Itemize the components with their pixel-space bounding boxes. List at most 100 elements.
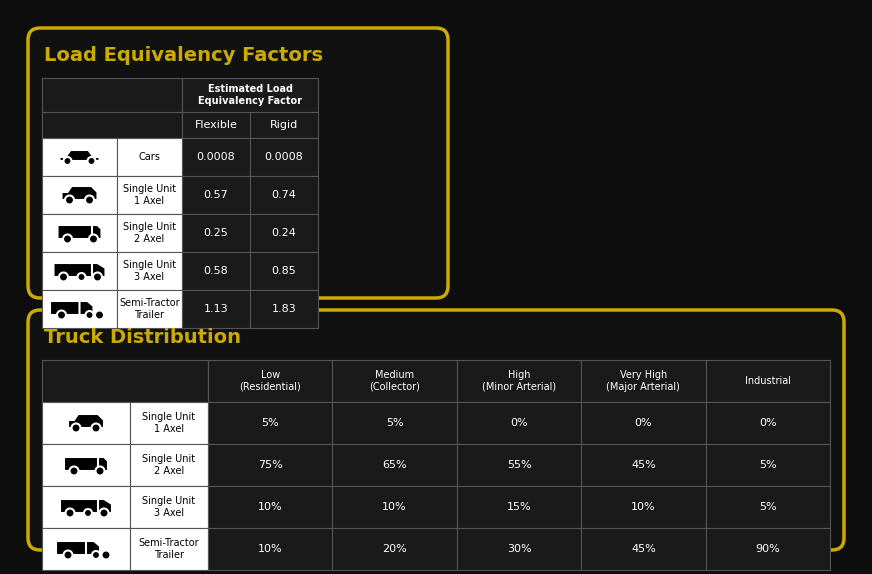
Bar xyxy=(182,138,250,176)
Text: 0.0008: 0.0008 xyxy=(196,152,235,162)
Circle shape xyxy=(64,157,72,165)
Text: 0.57: 0.57 xyxy=(204,190,228,200)
Bar xyxy=(705,528,830,570)
Bar xyxy=(457,444,582,486)
Bar xyxy=(42,402,130,444)
Bar xyxy=(208,360,332,402)
Circle shape xyxy=(87,157,96,165)
Polygon shape xyxy=(68,414,104,428)
Circle shape xyxy=(92,424,100,432)
Bar xyxy=(457,402,582,444)
Bar xyxy=(332,444,457,486)
Text: 0.74: 0.74 xyxy=(271,190,296,200)
Text: 30%: 30% xyxy=(507,544,531,554)
Text: Single Unit
1 Axel: Single Unit 1 Axel xyxy=(123,184,176,206)
Text: 5%: 5% xyxy=(759,502,777,512)
Text: 65%: 65% xyxy=(382,460,407,470)
Polygon shape xyxy=(79,301,93,315)
Bar xyxy=(332,486,457,528)
Bar xyxy=(42,78,182,112)
Bar xyxy=(457,360,582,402)
Bar xyxy=(705,486,830,528)
Bar xyxy=(208,528,332,570)
Text: Single Unit
3 Axel: Single Unit 3 Axel xyxy=(142,496,195,518)
Bar xyxy=(182,214,250,252)
Text: 0.85: 0.85 xyxy=(271,266,296,276)
Bar xyxy=(332,528,457,570)
Circle shape xyxy=(95,311,104,320)
Text: Estimated Load
Equivalency Factor: Estimated Load Equivalency Factor xyxy=(198,84,302,106)
Text: Single Unit
2 Axel: Single Unit 2 Axel xyxy=(123,222,176,244)
Bar xyxy=(117,138,182,176)
Text: 0.24: 0.24 xyxy=(271,228,296,238)
Bar xyxy=(117,214,182,252)
Bar xyxy=(117,290,182,328)
Text: 45%: 45% xyxy=(631,460,656,470)
Bar xyxy=(50,301,85,315)
Text: Cars: Cars xyxy=(139,152,160,162)
Bar xyxy=(42,360,208,402)
Text: 1.83: 1.83 xyxy=(271,304,296,314)
Bar xyxy=(457,486,582,528)
Text: 0.58: 0.58 xyxy=(204,266,228,276)
Polygon shape xyxy=(60,499,112,513)
Circle shape xyxy=(99,509,108,518)
Bar xyxy=(457,528,582,570)
FancyBboxPatch shape xyxy=(28,310,844,550)
Bar xyxy=(130,444,208,486)
Text: Truck Distribution: Truck Distribution xyxy=(44,328,241,347)
Circle shape xyxy=(96,467,105,475)
Text: Single Unit
1 Axel: Single Unit 1 Axel xyxy=(142,412,195,434)
Bar xyxy=(705,444,830,486)
Polygon shape xyxy=(62,186,98,200)
Text: 90%: 90% xyxy=(755,544,780,554)
Circle shape xyxy=(93,273,102,281)
Text: Single Unit
2 Axel: Single Unit 2 Axel xyxy=(142,454,195,476)
Polygon shape xyxy=(86,541,100,555)
Circle shape xyxy=(57,311,66,320)
Text: Single Unit
3 Axel: Single Unit 3 Axel xyxy=(123,260,176,282)
Bar xyxy=(182,176,250,214)
Bar xyxy=(130,402,208,444)
Text: 5%: 5% xyxy=(385,418,404,428)
Bar xyxy=(582,528,705,570)
Text: Semi-Tractor
Trailer: Semi-Tractor Trailer xyxy=(119,298,180,320)
Circle shape xyxy=(65,509,74,518)
Polygon shape xyxy=(58,225,101,239)
Text: 10%: 10% xyxy=(258,502,283,512)
Circle shape xyxy=(92,551,100,559)
Bar xyxy=(250,290,318,328)
Bar xyxy=(332,360,457,402)
Bar xyxy=(250,112,318,138)
Bar xyxy=(208,486,332,528)
Text: 5%: 5% xyxy=(759,460,777,470)
Bar xyxy=(117,176,182,214)
Bar xyxy=(42,112,182,138)
Bar xyxy=(42,138,117,176)
Text: Medium
(Collector): Medium (Collector) xyxy=(369,370,420,392)
Text: 0.25: 0.25 xyxy=(204,228,228,238)
Text: Rigid: Rigid xyxy=(269,120,298,130)
Circle shape xyxy=(59,273,68,281)
Bar xyxy=(130,528,208,570)
Text: Semi-Tractor
Trailer: Semi-Tractor Trailer xyxy=(139,538,200,560)
Bar xyxy=(582,486,705,528)
Circle shape xyxy=(84,509,92,517)
Text: 15%: 15% xyxy=(507,502,531,512)
Bar xyxy=(42,176,117,214)
Polygon shape xyxy=(53,263,106,277)
Circle shape xyxy=(70,467,78,475)
Polygon shape xyxy=(59,150,99,161)
Circle shape xyxy=(85,196,94,204)
Text: 0%: 0% xyxy=(635,418,652,428)
Text: 5%: 5% xyxy=(262,418,279,428)
Bar xyxy=(182,290,250,328)
Bar xyxy=(582,402,705,444)
Bar xyxy=(705,402,830,444)
Bar xyxy=(705,360,830,402)
Bar xyxy=(182,78,318,112)
Text: 10%: 10% xyxy=(382,502,407,512)
Bar xyxy=(250,214,318,252)
Text: High
(Minor Arterial): High (Minor Arterial) xyxy=(482,370,556,392)
Bar xyxy=(42,486,130,528)
